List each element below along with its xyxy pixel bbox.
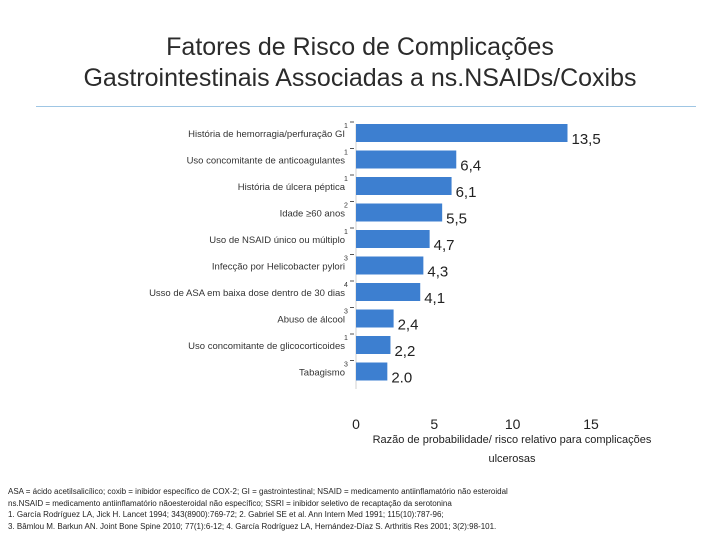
category-label-5: Uso de NSAID único ou múltiplo — [209, 235, 345, 246]
bar-7 — [356, 283, 421, 301]
category-label-2: Uso concomitante de anticoagulantes — [187, 156, 346, 167]
bar-2 — [356, 150, 457, 169]
category-label-10: Tabagismo — [299, 368, 345, 379]
title-line-2: Gastrointestinais Associadas a ns.NSAIDs… — [83, 64, 637, 92]
data-label-6: 4,3 — [427, 264, 448, 281]
category-label-6: Infecção por Helicobacter pylori — [212, 262, 345, 273]
bar-8 — [356, 309, 394, 328]
category-reference-6: 3 — [344, 256, 348, 263]
data-label-5: 4,7 — [434, 237, 455, 254]
category-reference-3: 1 — [344, 176, 348, 183]
footnote-reference-2: 3. Bâmlou M. Barkun AN. Joint Bone Spine… — [8, 521, 497, 531]
category-reference-9: 1 — [344, 335, 348, 342]
x-axis-label-line-1: Razão de probabilidade/ risco relativo p… — [373, 434, 652, 446]
data-label-1: 13,5 — [572, 131, 601, 148]
title-divider — [36, 106, 696, 107]
bar-3 — [356, 177, 452, 195]
data-label-9: 2,2 — [394, 343, 415, 360]
category-reference-2: 1 — [344, 150, 348, 157]
data-label-3: 6,1 — [456, 184, 477, 201]
category-label-8: Abuso de álcool — [277, 315, 345, 326]
bar-4 — [356, 203, 443, 222]
category-label-4: Idade ≥60 anos — [280, 209, 346, 220]
data-label-2: 6,4 — [460, 158, 481, 175]
category-label-7: Usso de ASA em baixa dose dentro de 30 d… — [149, 288, 345, 299]
risk-factor-bar-chart: História de hemorragia/perfuração GI113,… — [149, 121, 652, 465]
title-line-1: Fatores de Risco de Complicações — [166, 33, 554, 61]
category-label-9: Uso concomitante de glicocorticoides — [188, 341, 345, 352]
x-tick-label-4: 15 — [583, 416, 599, 432]
data-label-10: 2.0 — [391, 370, 412, 387]
x-tick-label-3: 10 — [505, 416, 521, 432]
category-reference-7: 4 — [344, 282, 348, 289]
category-reference-10: 3 — [344, 362, 348, 369]
page-title: Fatores de Risco de Complicações Gastroi… — [0, 32, 720, 94]
category-label-3: História de úlcera péptica — [238, 182, 346, 193]
footnote-reference-1: 1. García Rodríguez LA, Jick H. Lancet 1… — [8, 510, 444, 519]
data-label-4: 5,5 — [446, 211, 467, 228]
category-reference-1: 1 — [344, 123, 348, 130]
bar-6 — [356, 256, 424, 275]
footnotes: ASA = ácido acetilsalicílico; coxib = in… — [8, 486, 714, 532]
footnote-abbreviations-1: ASA = ácido acetilsalicílico; coxib = in… — [8, 487, 508, 496]
bar-5 — [356, 230, 430, 248]
footnote-abbreviations-2: ns.NSAID = medicamento antiinflamatório … — [8, 498, 452, 508]
category-reference-5: 1 — [344, 229, 348, 236]
data-label-8: 2,4 — [398, 317, 419, 334]
bar-9 — [356, 336, 391, 354]
bar-10 — [356, 362, 388, 381]
category-reference-4: 2 — [344, 203, 348, 210]
x-tick-label-1: 0 — [352, 416, 360, 432]
category-label-1: História de hemorragia/perfuração GI — [188, 129, 345, 140]
bar-1 — [356, 124, 568, 142]
x-axis-label-line-2: ulcerosas — [488, 453, 536, 465]
category-reference-8: 3 — [344, 309, 348, 316]
data-label-7: 4,1 — [424, 290, 445, 307]
x-tick-label-2: 5 — [430, 416, 438, 432]
